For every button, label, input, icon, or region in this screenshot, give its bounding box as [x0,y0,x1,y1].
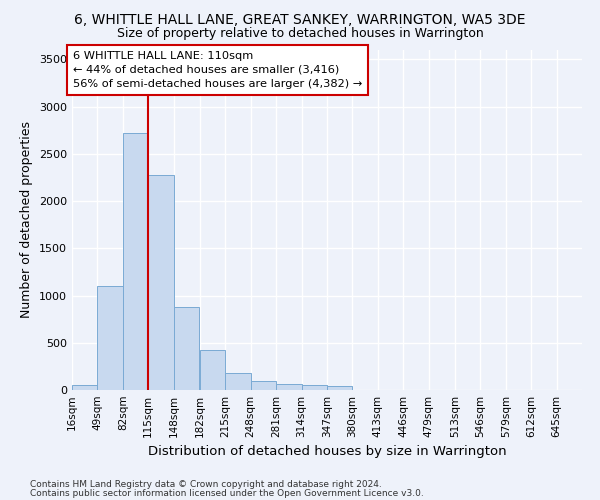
Bar [302,386,327,390]
Bar [276,384,302,390]
Text: Contains HM Land Registry data © Crown copyright and database right 2024.: Contains HM Land Registry data © Crown c… [30,480,382,489]
Bar [251,380,276,390]
Text: 6 WHITTLE HALL LANE: 110sqm
← 44% of detached houses are smaller (3,416)
56% of : 6 WHITTLE HALL LANE: 110sqm ← 44% of det… [73,51,362,89]
Bar [72,386,97,390]
Text: Size of property relative to detached houses in Warrington: Size of property relative to detached ho… [116,28,484,40]
Bar [173,307,199,390]
Bar [123,133,148,390]
Y-axis label: Number of detached properties: Number of detached properties [20,122,34,318]
Bar [97,286,123,390]
Bar [327,386,352,390]
Bar [226,374,251,390]
Bar [200,350,226,390]
Bar [148,174,173,390]
Text: Contains public sector information licensed under the Open Government Licence v3: Contains public sector information licen… [30,488,424,498]
Text: 6, WHITTLE HALL LANE, GREAT SANKEY, WARRINGTON, WA5 3DE: 6, WHITTLE HALL LANE, GREAT SANKEY, WARR… [74,12,526,26]
X-axis label: Distribution of detached houses by size in Warrington: Distribution of detached houses by size … [148,446,506,458]
